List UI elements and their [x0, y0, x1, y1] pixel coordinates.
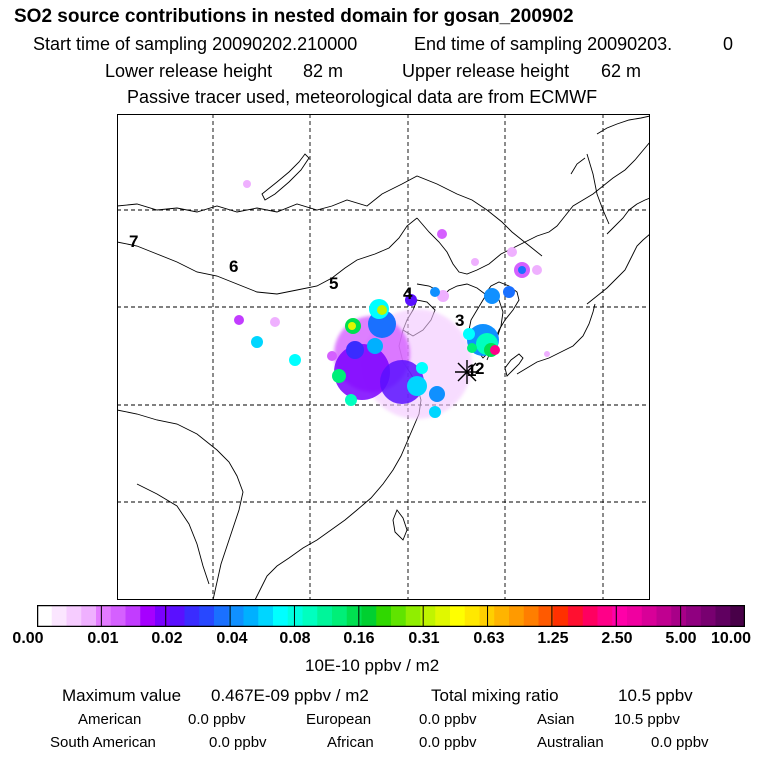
colorbar-swatch: [361, 605, 377, 627]
colorbar-swatch: [228, 605, 244, 627]
trajectory-markers: 1 2 3 4 5 6 7: [129, 232, 484, 380]
region-value-european: 0.0 ppbv: [419, 711, 477, 728]
colorbar-swatch: [243, 605, 259, 627]
region-name-asian: Asian: [537, 711, 575, 728]
coastlines: [117, 115, 650, 600]
colorbar-swatch: [509, 605, 525, 627]
region-value-south-american: 0.0 ppbv: [209, 734, 267, 751]
colorbar: [37, 605, 745, 627]
colorbar-swatch: [597, 605, 613, 627]
colorbar-swatch: [302, 605, 318, 627]
colorbar-tick-11: 10.00: [710, 630, 752, 647]
colorbar-tick-1: 0.01: [87, 630, 119, 647]
end-time-label: End time of sampling 20090203.: [414, 34, 673, 54]
colorbar-swatch: [671, 605, 687, 627]
upper-release-value: 62 m: [601, 61, 642, 81]
colorbar-swatch: [730, 605, 745, 627]
colorbar-swatch: [125, 605, 141, 627]
colorbar-swatch: [140, 605, 156, 627]
colorbar-swatch: [273, 605, 289, 627]
colorbar-unit: 10E-10 ppbv / m2: [305, 656, 440, 675]
station-star-icon: [455, 360, 479, 384]
colorbar-swatch: [332, 605, 348, 627]
marker-6: 6: [229, 257, 238, 276]
contribution-plumes: [234, 180, 550, 419]
region-name-australian: Australian: [537, 734, 604, 751]
colorbar-swatch: [214, 605, 230, 627]
max-value-label: Maximum value: [62, 686, 182, 705]
colorbar-swatch: [169, 605, 185, 627]
colorbar-swatch: [287, 605, 303, 627]
start-time-label: Start time of sampling 20090202.210000: [33, 34, 358, 54]
upper-release-label: Upper release height: [402, 61, 570, 81]
colorbar-swatch: [450, 605, 466, 627]
colorbar-tick-10: 5.00: [665, 630, 697, 647]
region-name-african: African: [327, 734, 374, 751]
colorbar-swatch: [686, 605, 702, 627]
marker-3: 3: [455, 311, 464, 330]
colorbar-tick-4: 0.08: [279, 630, 311, 647]
marker-2: 2: [475, 359, 484, 378]
lower-release-value: 82 m: [303, 61, 344, 81]
end-time-suffix: 0: [723, 34, 734, 54]
colorbar-swatch: [391, 605, 407, 627]
map-panel: 1 2 3 4 5 6 7: [117, 114, 650, 600]
plot-title: SO2 source contributions in nested domai…: [14, 6, 574, 27]
colorbar-tick-9: 2.50: [601, 630, 633, 647]
region-value-asian: 10.5 ppbv: [614, 711, 680, 728]
lower-release-label: Lower release height: [105, 61, 273, 81]
region-value-american: 0.0 ppbv: [188, 711, 246, 728]
colorbar-swatch: [627, 605, 643, 627]
colorbar-tick-5: 0.16: [343, 630, 375, 647]
colorbar-swatch: [405, 605, 421, 627]
colorbar-swatch: [184, 605, 200, 627]
colorbar-swatch: [81, 605, 97, 627]
colorbar-swatch: [317, 605, 333, 627]
marker-1: 1: [467, 361, 476, 380]
colorbar-swatch: [700, 605, 716, 627]
colorbar-swatch: [66, 605, 82, 627]
region-name-european: European: [306, 711, 372, 728]
region-name-south-american: South American: [50, 734, 156, 751]
colorbar-swatch: [51, 605, 67, 627]
colorbar-swatch: [568, 605, 584, 627]
colorbar-swatch: [523, 605, 539, 627]
colorbar-swatch: [376, 605, 392, 627]
region-name-american: American: [78, 711, 142, 728]
colorbar-swatch: [155, 605, 171, 627]
colorbar-tick-7: 0.63: [473, 630, 505, 647]
colorbar-swatch: [612, 605, 628, 627]
colorbar-swatch: [582, 605, 598, 627]
tracer-note: Passive tracer used, meteorological data…: [127, 87, 598, 107]
colorbar-tick-8: 1.25: [537, 630, 569, 647]
colorbar-swatch: [96, 605, 112, 627]
colorbar-swatch: [538, 605, 554, 627]
colorbar-swatch: [346, 605, 362, 627]
colorbar-swatch: [494, 605, 510, 627]
colorbar-swatch: [37, 605, 53, 627]
colorbar-tick-0: 0.00: [12, 630, 44, 647]
max-value: 0.467E-09 ppbv / m2: [211, 686, 369, 705]
colorbar-tick-3: 0.04: [216, 630, 248, 647]
colorbar-swatch: [435, 605, 451, 627]
colorbar-swatch: [641, 605, 657, 627]
marker-5: 5: [329, 274, 338, 293]
colorbar-swatch: [715, 605, 731, 627]
total-mixing-label: Total mixing ratio: [431, 686, 559, 705]
colorbar-swatch: [656, 605, 672, 627]
marker-4: 4: [403, 284, 413, 303]
colorbar-swatch: [110, 605, 126, 627]
colorbar-swatch: [199, 605, 215, 627]
colorbar-swatch: [553, 605, 569, 627]
marker-7: 7: [129, 232, 138, 251]
colorbar-tick-6: 0.31: [408, 630, 440, 647]
total-mixing-value: 10.5 ppbv: [618, 686, 693, 705]
region-value-australian: 0.0 ppbv: [651, 734, 709, 751]
region-value-african: 0.0 ppbv: [419, 734, 477, 751]
colorbar-swatch: [464, 605, 480, 627]
colorbar-border: [37, 605, 745, 627]
colorbar-swatch: [420, 605, 436, 627]
colorbar-swatch: [258, 605, 274, 627]
colorbar-tick-2: 0.02: [151, 630, 183, 647]
